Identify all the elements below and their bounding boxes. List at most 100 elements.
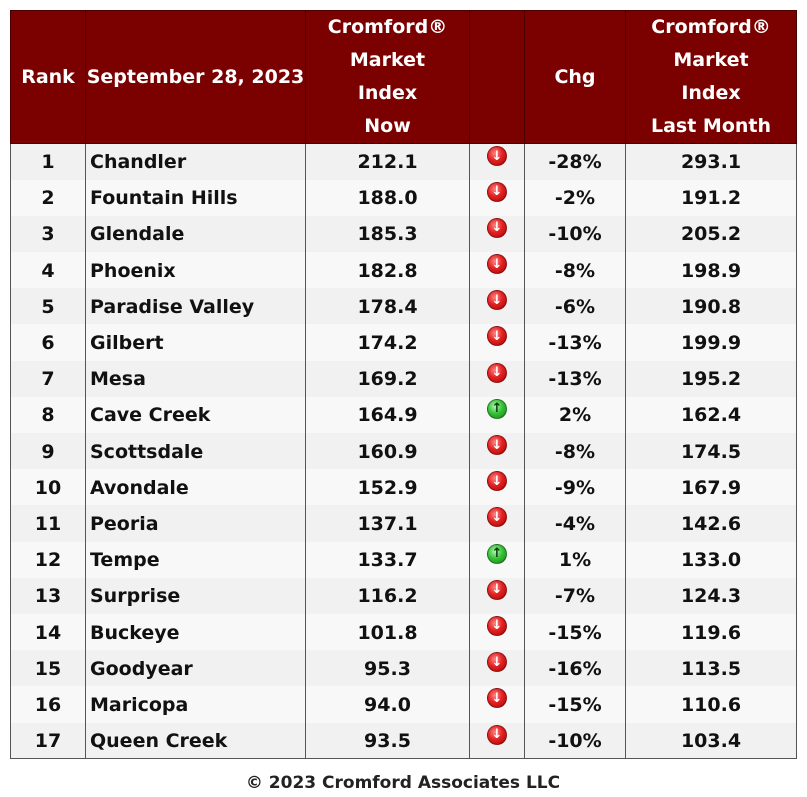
rank-cell: 1	[10, 143, 86, 180]
arrow-down-icon: ↓	[487, 326, 507, 347]
change-cell: -15%	[524, 613, 626, 651]
change-cell: -9%	[524, 469, 626, 506]
city-cell: Tempe	[85, 541, 306, 578]
header-chg: Chg	[524, 10, 626, 144]
table-row: 11 Peoria 137.1 ↓ -4% 142.6	[10, 505, 797, 542]
index-now-cell: 93.5	[305, 722, 470, 760]
table-row: 7 Mesa 169.2 ↓ -13% 195.2	[10, 360, 797, 397]
city-cell: Maricopa	[85, 686, 306, 723]
arrow-down-icon: ↓	[487, 507, 507, 528]
table-row: 15 Goodyear 95.3 ↓ -16% 113.5	[10, 650, 797, 687]
change-cell: -2%	[524, 179, 626, 216]
arrow-down-icon: ↓	[487, 579, 507, 600]
index-now-cell: 164.9	[305, 396, 470, 433]
index-last-month-cell: 174.5	[625, 433, 797, 470]
index-last-month-cell: 110.6	[625, 686, 797, 723]
rank-cell: 5	[10, 288, 86, 325]
arrow-up-icon: ↑	[487, 398, 507, 419]
table-row: 4 Phoenix 182.8 ↓ -8% 198.9	[10, 252, 797, 289]
index-now-cell: 133.7	[305, 541, 470, 578]
rank-cell: 2	[10, 179, 86, 216]
direction-cell: ↑	[469, 541, 525, 578]
city-cell: Gilbert	[85, 324, 306, 361]
direction-cell: ↓	[469, 505, 525, 542]
index-last-month-cell: 198.9	[625, 252, 797, 289]
direction-cell: ↓	[469, 252, 525, 289]
table-row: 8 Cave Creek 164.9 ↑ 2% 162.4	[10, 396, 797, 433]
direction-cell: ↓	[469, 469, 525, 506]
city-cell: Scottsdale	[85, 433, 306, 470]
header-index-now-line: Market	[349, 49, 426, 71]
direction-cell: ↓	[469, 215, 525, 253]
arrow-down-icon: ↓	[487, 254, 507, 275]
table-row: 9 Scottsdale 160.9 ↓ -8% 174.5	[10, 433, 797, 470]
city-cell: Paradise Valley	[85, 288, 306, 325]
direction-cell: ↓	[469, 288, 525, 325]
arrow-down-icon: ↓	[487, 146, 507, 166]
table-row: 6 Gilbert 174.2 ↓ -13% 199.9	[10, 324, 797, 361]
arrow-down-icon: ↓	[487, 615, 507, 636]
rank-cell: 8	[10, 396, 86, 433]
table-row: 3 Glendale 185.3 ↓ -10% 205.2	[10, 215, 797, 253]
change-cell: -13%	[524, 324, 626, 361]
index-now-cell: 169.2	[305, 360, 470, 397]
header-rank: Rank	[10, 10, 86, 144]
city-cell: Fountain Hills	[85, 179, 306, 216]
change-cell: 1%	[524, 541, 626, 578]
index-now-cell: 137.1	[305, 505, 470, 542]
table-row: 5 Paradise Valley 178.4 ↓ -6% 190.8	[10, 288, 797, 325]
header-index-now-line: Now	[364, 115, 411, 137]
copyright-footer: © 2023 Cromford Associates LLC	[245, 773, 561, 794]
city-cell: Queen Creek	[85, 722, 306, 760]
rank-cell: 16	[10, 686, 86, 723]
arrow-down-icon: ↓	[487, 652, 507, 673]
header-date: September 28, 2023	[85, 10, 306, 144]
index-now-cell: 160.9	[305, 433, 470, 470]
table-row: 16 Maricopa 94.0 ↓ -15% 110.6	[10, 686, 797, 723]
header-index-last-month: Cromford® Market Index Last Month	[625, 10, 797, 144]
header-index-now: Cromford® Market Index Now	[305, 10, 470, 144]
change-cell: -7%	[524, 577, 626, 614]
index-now-cell: 95.3	[305, 650, 470, 687]
arrow-down-icon: ↓	[487, 290, 507, 311]
table-row: 10 Avondale 152.9 ↓ -9% 167.9	[10, 469, 797, 506]
change-cell: -10%	[524, 722, 626, 760]
table-row: 14 Buckeye 101.8 ↓ -15% 119.6	[10, 613, 797, 651]
market-index-table-container: Rank September 28, 2023 Cromford® Market…	[10, 10, 797, 794]
arrow-down-icon: ↓	[487, 362, 507, 383]
rank-cell: 10	[10, 469, 86, 506]
direction-cell: ↓	[469, 577, 525, 614]
index-last-month-cell: 162.4	[625, 396, 797, 433]
index-last-month-cell: 195.2	[625, 360, 797, 397]
change-cell: -4%	[524, 505, 626, 542]
index-now-cell: 185.3	[305, 215, 470, 253]
index-now-cell: 178.4	[305, 288, 470, 325]
table-row: 12 Tempe 133.7 ↑ 1% 133.0	[10, 541, 797, 578]
change-cell: -6%	[524, 288, 626, 325]
index-last-month-cell: 119.6	[625, 613, 797, 651]
direction-cell: ↓	[469, 613, 525, 651]
index-last-month-cell: 142.6	[625, 505, 797, 542]
header-index-last-line: Cromford®	[651, 16, 771, 38]
header-arrow	[469, 10, 525, 144]
direction-cell: ↑	[469, 396, 525, 433]
rank-cell: 15	[10, 650, 86, 687]
city-cell: Goodyear	[85, 650, 306, 687]
city-cell: Glendale	[85, 215, 306, 253]
change-cell: -8%	[524, 252, 626, 289]
city-cell: Surprise	[85, 577, 306, 614]
city-cell: Mesa	[85, 360, 306, 397]
city-cell: Peoria	[85, 505, 306, 542]
arrow-up-icon: ↑	[487, 543, 507, 564]
index-now-cell: 212.1	[305, 143, 470, 180]
index-last-month-cell: 167.9	[625, 469, 797, 506]
change-cell: 2%	[524, 396, 626, 433]
direction-cell: ↓	[469, 686, 525, 723]
change-cell: -10%	[524, 215, 626, 253]
arrow-down-icon: ↓	[487, 181, 507, 202]
rank-cell: 11	[10, 505, 86, 542]
change-cell: -16%	[524, 650, 626, 687]
index-last-month-cell: 190.8	[625, 288, 797, 325]
rank-cell: 13	[10, 577, 86, 614]
arrow-down-icon: ↓	[487, 217, 507, 238]
